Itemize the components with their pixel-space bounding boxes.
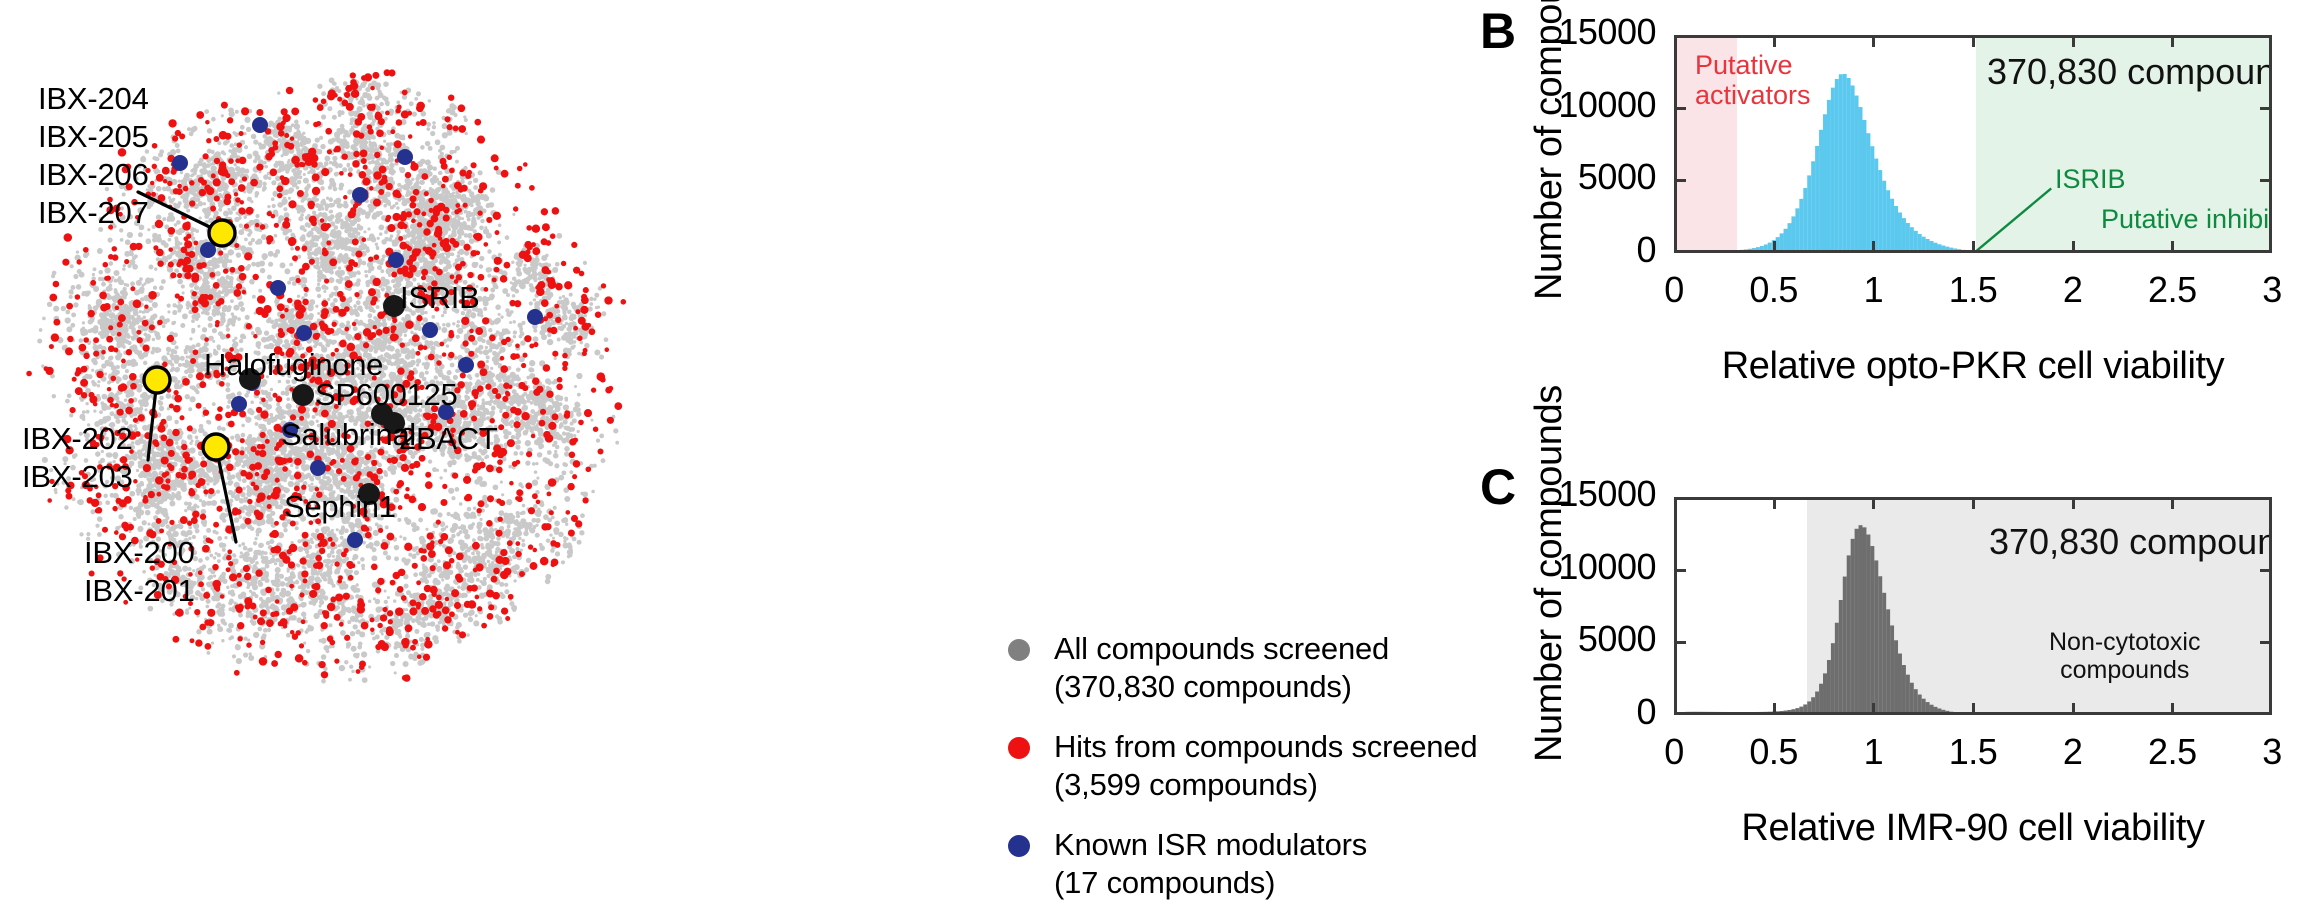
panel-a-chemical-space: IBX-204 IBX-205 IBX-206 IBX-207 IBX-202 I… <box>0 0 1000 911</box>
legend-dot-icon-known-modulators <box>1008 835 1030 857</box>
y-tick-label: 10000 <box>1484 84 1656 126</box>
legend-item-hits: Hits from compounds screened (3,599 comp… <box>1000 728 1460 804</box>
y-tick-mark <box>1674 569 1686 572</box>
x-tick-mark-top <box>1773 35 1776 47</box>
x-tick-mark-top <box>2171 497 2174 509</box>
x-tick-mark <box>1773 241 1776 253</box>
x-tick-mark-top <box>2171 35 2174 47</box>
y-tick-label: 15000 <box>1484 11 1656 53</box>
legend-item-known-modulators: Known ISR modulators (17 compounds) <box>1000 826 1460 902</box>
y-tick-mark <box>1674 107 1686 110</box>
y-tick-label: 10000 <box>1484 546 1656 588</box>
panel-b-isrib-label: ISRIB <box>2055 164 2126 194</box>
y-tick-mark-right <box>2260 107 2272 110</box>
x-tick-mark-top <box>1773 497 1776 509</box>
legend-dot-icon-all-compounds <box>1008 639 1030 661</box>
panel-b-inhibitors-label: Putative inhibitors <box>2101 204 2272 234</box>
panel-c-x-axis-title: Relative IMR-90 cell viability <box>1674 807 2272 850</box>
compound-label-sephin1: Sephin1 <box>284 489 396 525</box>
x-tick-mark-top <box>1872 497 1875 509</box>
x-tick-mark <box>1872 703 1875 715</box>
legend-item-all-compounds: All compounds screened (370,830 compound… <box>1000 630 1460 706</box>
x-tick-mark <box>2072 703 2075 715</box>
compound-label-sp600125: SP600125 <box>315 377 457 413</box>
y-tick-label: 5000 <box>1484 156 1656 198</box>
compound-label-2bact: 2BACT <box>399 421 497 457</box>
y-tick-label: 15000 <box>1484 473 1656 515</box>
panel-c-imr90-histogram: C Number of compounds 370,830 compounds … <box>1450 452 2311 911</box>
annotation-ibx-204-207: IBX-204 IBX-205 IBX-206 IBX-207 <box>38 80 149 232</box>
compound-label-salubrinal: Salubrinal <box>281 417 416 453</box>
legend-label-known-modulators: Known ISR modulators (17 compounds) <box>1054 827 1367 900</box>
x-tick-mark-top <box>1972 35 1975 47</box>
panel-b-plot-area: Putative activators 370,830 compounds IS… <box>1674 35 2272 253</box>
scatter-plot-canvas <box>0 0 1000 911</box>
compound-label-isrib: ISRIB <box>400 280 479 316</box>
y-tick-mark-right <box>2260 641 2272 644</box>
panel-b-x-axis-title: Relative opto-PKR cell viability <box>1674 345 2272 388</box>
y-tick-mark-right <box>2260 179 2272 182</box>
x-tick-mark-top <box>1872 35 1875 47</box>
x-tick-mark <box>1972 703 1975 715</box>
panel-b-count-label: 370,830 compounds <box>1987 52 2272 92</box>
x-tick-label: 3 <box>2212 269 2311 311</box>
y-tick-label: 0 <box>1484 691 1656 733</box>
annotation-ibx-200-201: IBX-200 IBX-201 <box>84 534 195 610</box>
y-tick-mark <box>1674 179 1686 182</box>
x-tick-mark <box>1972 241 1975 253</box>
x-tick-mark <box>1872 241 1875 253</box>
panel-b-opto-pkr-histogram: B Number of compounds Putative activator… <box>1450 0 2311 450</box>
x-tick-mark-top <box>2072 35 2075 47</box>
x-tick-mark-top <box>2072 497 2075 509</box>
y-tick-mark <box>1674 641 1686 644</box>
scatter-legend: All compounds screened (370,830 compound… <box>1000 630 1460 924</box>
y-tick-mark-right <box>2260 569 2272 572</box>
x-tick-mark <box>2171 703 2174 715</box>
panel-c-count-label: 370,830 compounds <box>1989 522 2272 562</box>
x-tick-mark <box>2072 241 2075 253</box>
x-tick-mark <box>2171 241 2174 253</box>
y-tick-label: 0 <box>1484 229 1656 271</box>
panel-b-activators-label: Putative activators <box>1695 50 1811 110</box>
x-tick-mark-top <box>1972 497 1975 509</box>
panel-c-plot-area: 370,830 compounds Non-cytotoxic compound… <box>1674 497 2272 715</box>
annotation-ibx-202-203: IBX-202 IBX-203 <box>22 420 133 496</box>
x-tick-mark <box>1773 703 1776 715</box>
panel-c-region-label: Non-cytotoxic compounds <box>2049 628 2200 684</box>
x-tick-label: 3 <box>2212 731 2311 773</box>
legend-label-hits: Hits from compounds screened (3,599 comp… <box>1054 729 1477 802</box>
legend-label-all-compounds: All compounds screened (370,830 compound… <box>1054 631 1389 704</box>
y-tick-label: 5000 <box>1484 618 1656 660</box>
legend-dot-icon-hits <box>1008 737 1030 759</box>
